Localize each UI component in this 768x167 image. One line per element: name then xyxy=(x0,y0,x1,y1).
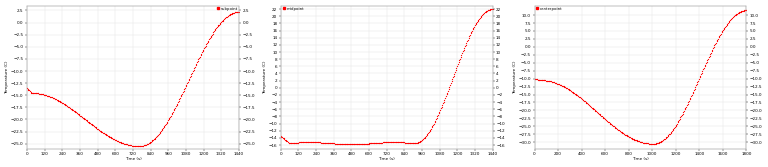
X-axis label: Time (s): Time (s) xyxy=(632,157,649,161)
X-axis label: Time (s): Time (s) xyxy=(379,157,395,161)
Legend: midpoint: midpoint xyxy=(282,6,304,11)
Legend: centerpoint: centerpoint xyxy=(535,6,563,11)
Y-axis label: Temperature (C): Temperature (C) xyxy=(263,60,267,94)
X-axis label: Time (s): Time (s) xyxy=(124,157,141,161)
Y-axis label: Temperature (C): Temperature (C) xyxy=(513,60,517,94)
Y-axis label: Temperature (C): Temperature (C) xyxy=(5,60,9,94)
Legend: subpoint: subpoint xyxy=(216,6,238,11)
